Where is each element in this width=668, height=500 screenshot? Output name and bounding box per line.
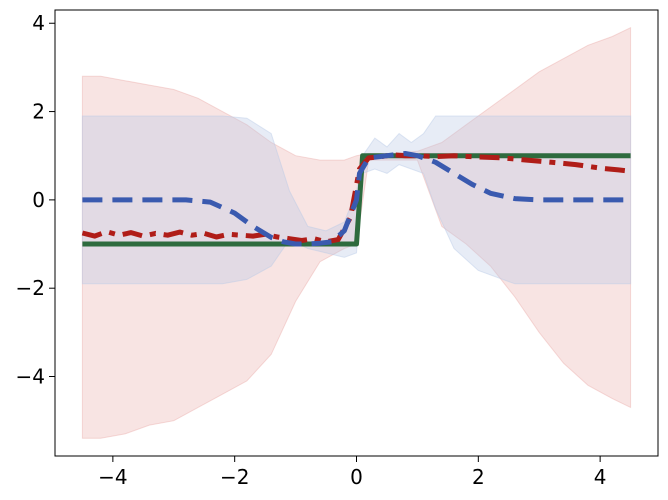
y-axis-ticks: −4 −2 0 2 4 xyxy=(16,11,55,389)
y-tick-label: −4 xyxy=(16,365,45,389)
series-lines xyxy=(81,151,631,247)
x-tick-label: 2 xyxy=(472,465,485,489)
x-tick-label: 4 xyxy=(594,465,607,489)
y-tick-label: −2 xyxy=(16,276,45,300)
x-tick-label: −4 xyxy=(98,465,127,489)
x-tick-label: 0 xyxy=(350,465,363,489)
y-tick-label: 4 xyxy=(32,11,45,35)
x-axis-ticks: −4 −2 0 2 4 xyxy=(98,456,607,489)
y-tick-label: 2 xyxy=(32,100,45,124)
series-line-3 xyxy=(82,151,631,247)
y-tick-label: 0 xyxy=(32,188,45,212)
x-tick-label: −2 xyxy=(220,465,249,489)
series-line-2 xyxy=(81,152,631,245)
